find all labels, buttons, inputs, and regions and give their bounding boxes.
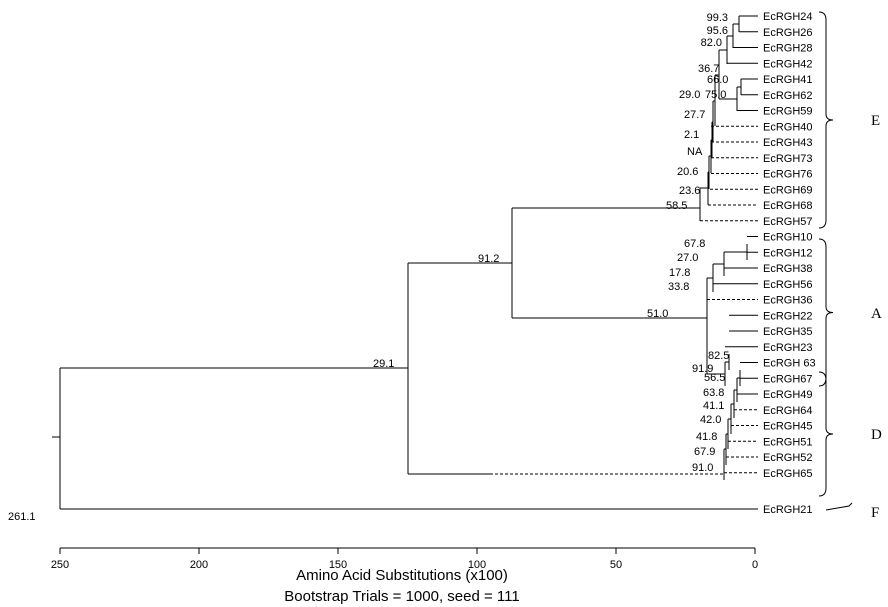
group-braces	[818, 11, 853, 511]
bootstrap-value: 67.9	[694, 446, 715, 458]
leaf-label: EcRGH 63	[763, 358, 816, 370]
bootstrap-value: 27.0	[677, 252, 698, 264]
axis-subtitle: Bootstrap Trials = 1000, seed = 111	[284, 588, 519, 605]
bootstrap-value: 91.9	[692, 363, 713, 375]
leaf-label: EcRGH43	[763, 137, 813, 149]
bootstrap-value: 58.5	[666, 200, 687, 212]
bootstrap-value: 99.3	[707, 12, 728, 24]
group-labels: E A D F	[871, 113, 882, 521]
leaf-label: EcRGH40	[763, 121, 813, 133]
leaf-label: EcRGH35	[763, 326, 813, 338]
leaf-label: EcRGH56	[763, 279, 813, 291]
bootstrap-value: 41.8	[696, 431, 717, 443]
bootstrap-value: 20.6	[677, 166, 698, 178]
leaf-label: EcRGH10	[763, 232, 813, 244]
axis-tick-label: 200	[190, 559, 208, 571]
leaf-label: EcRGH73	[763, 153, 813, 165]
bootstrap-value: 29.0	[679, 89, 700, 101]
bootstrap-value: 42.0	[700, 414, 721, 426]
group-brace	[818, 11, 834, 229]
leaf-label: EcRGH52	[763, 452, 813, 464]
leaf-label: EcRGH59	[763, 106, 813, 118]
bootstrap-labels: 99.395.682.0 36.766.0 29.0 75.027.7 2.1 NA 20.…	[8, 12, 729, 523]
leaf-label: EcRGH12	[763, 247, 813, 259]
leaf-label: EcRGH76	[763, 169, 813, 181]
axis-tick-label: 50	[610, 559, 622, 571]
axis-tick-label: 250	[51, 559, 69, 571]
leaf-label: EcRGH67	[763, 373, 813, 385]
leaf-label: EcRGH64	[763, 405, 813, 417]
group-brace	[825, 502, 853, 511]
bootstrap-value: 66.0	[707, 74, 728, 86]
leaf-label: EcRGH69	[763, 184, 813, 196]
bootstrap-value: 23.6	[679, 185, 700, 197]
leaf-label: EcRGH23	[763, 342, 813, 354]
leaf-label: EcRGH41	[763, 74, 813, 86]
group-label: E	[871, 113, 880, 129]
axis-tick-label: 0	[752, 559, 758, 571]
bootstrap-value: 95.6	[707, 25, 728, 37]
leaf-label: EcRGH42	[763, 58, 813, 70]
bootstrap-value: NA	[687, 146, 703, 158]
bootstrap-value: 75.0	[705, 89, 726, 101]
axis-title: Amino Acid Substitutions (x100)	[296, 567, 508, 584]
group-label: F	[871, 505, 879, 521]
bootstrap-value: 91.2	[478, 253, 499, 265]
bootstrap-value: 56.5	[704, 372, 725, 384]
leaf-label: EcRGH62	[763, 90, 813, 102]
axis-tick-label: 150	[329, 559, 347, 571]
leaf-label: EcRGH45	[763, 421, 813, 433]
leaf-label: EcRGH57	[763, 216, 813, 228]
distance-axis: 250 200 150 100 50 0	[51, 547, 758, 571]
group-label: A	[871, 306, 882, 322]
group-brace	[818, 238, 834, 387]
bootstrap-value: 17.8	[669, 267, 690, 279]
bootstrap-value: 51.0	[647, 308, 668, 320]
bootstrap-value: 36.7	[698, 63, 719, 75]
bootstrap-value: 29.1	[373, 358, 394, 370]
leaf-label: EcRGH38	[763, 263, 813, 275]
bootstrap-value: 82.0	[701, 37, 722, 49]
leaf-label: EcRGH22	[763, 310, 813, 322]
bootstrap-value: 63.8	[703, 387, 724, 399]
leaf-label: EcRGH51	[763, 436, 813, 448]
bootstrap-value: 67.8	[684, 238, 705, 250]
leaf-label: EcRGH49	[763, 389, 813, 401]
bootstrap-value: 91.0	[692, 462, 713, 474]
leaf-label: EcRGH28	[763, 43, 813, 55]
bootstrap-value: 261.1	[8, 511, 36, 523]
bootstrap-value: 41.1	[703, 400, 724, 412]
group-label: D	[871, 427, 882, 443]
axis-tick-label: 100	[468, 559, 486, 571]
bootstrap-value: 82.5	[708, 350, 729, 362]
leaf-label: EcRGH68	[763, 200, 813, 212]
leaf-label: EcRGH36	[763, 295, 813, 307]
bootstrap-value: 27.7	[684, 109, 705, 121]
leaf-label: EcRGH24	[763, 11, 813, 23]
tree-branches	[52, 15, 758, 510]
leaf-labels: EcRGH24 EcRGH26 EcRGH28 EcRGH42 EcRGH41 EcRGH…	[763, 11, 816, 516]
leaf-label: EcRGH21	[763, 504, 813, 516]
leaf-label: EcRGH26	[763, 27, 813, 39]
group-brace	[818, 371, 834, 497]
bootstrap-value: 33.8	[668, 281, 689, 293]
leaf-label: EcRGH65	[763, 468, 813, 480]
bootstrap-value: 2.1	[684, 129, 699, 141]
